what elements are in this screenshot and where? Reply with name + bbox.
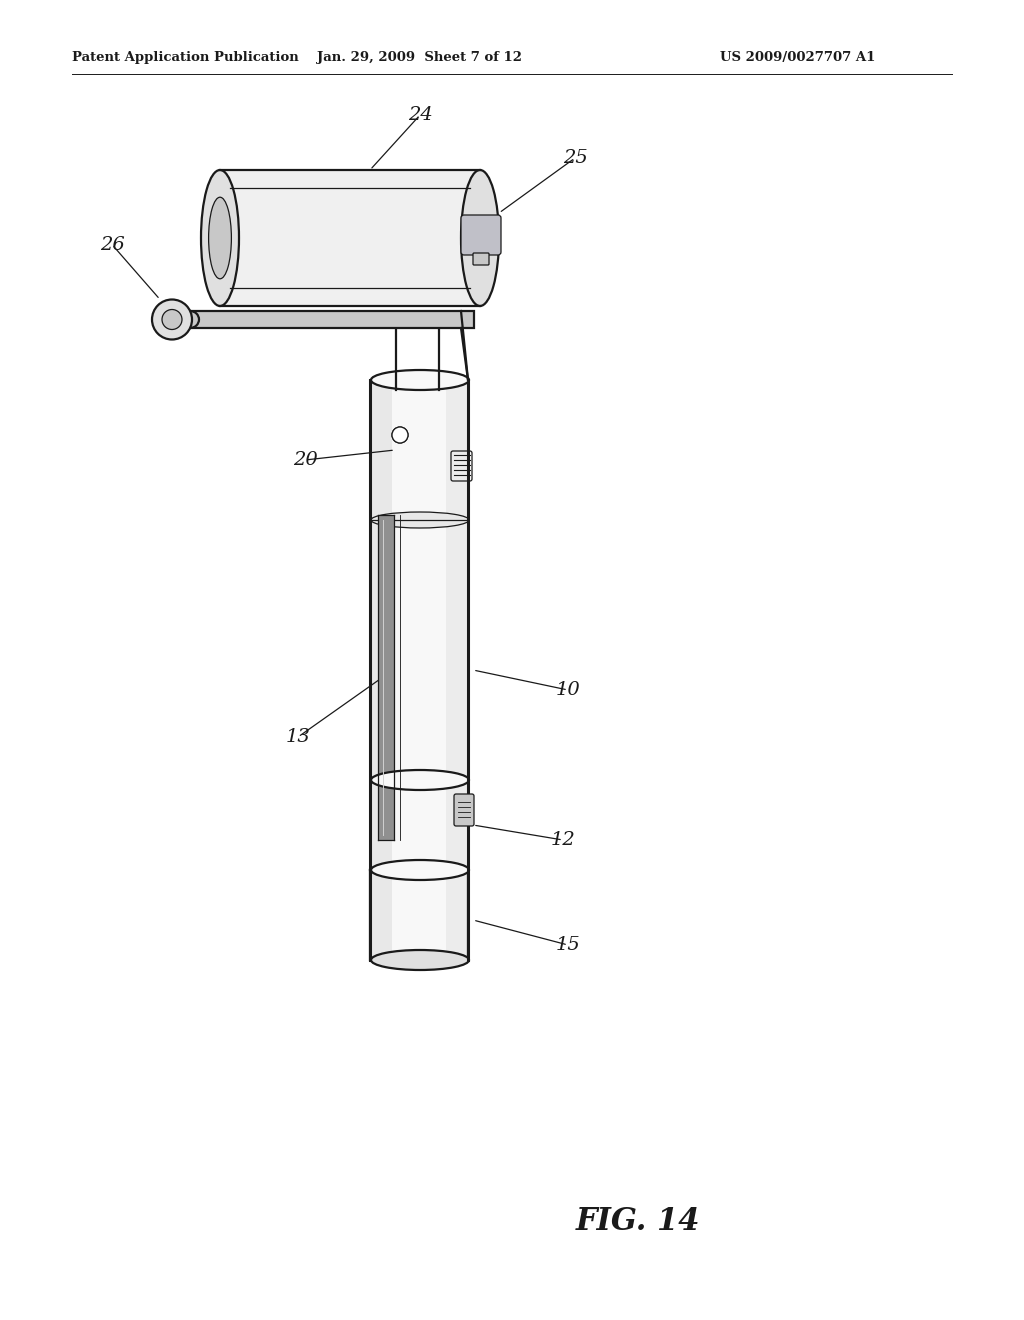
Ellipse shape — [371, 370, 469, 389]
Ellipse shape — [371, 770, 469, 789]
Text: 15: 15 — [556, 936, 581, 954]
FancyBboxPatch shape — [370, 380, 468, 960]
Circle shape — [162, 309, 182, 330]
Bar — [378, 515, 394, 840]
Ellipse shape — [371, 950, 469, 970]
Circle shape — [152, 300, 193, 339]
Ellipse shape — [371, 861, 469, 880]
Bar — [446, 380, 468, 960]
Text: 10: 10 — [556, 681, 581, 700]
Text: 24: 24 — [408, 106, 432, 124]
Ellipse shape — [371, 512, 469, 528]
FancyBboxPatch shape — [473, 253, 489, 265]
FancyBboxPatch shape — [454, 795, 474, 826]
Text: US 2009/0027707 A1: US 2009/0027707 A1 — [720, 51, 876, 65]
Bar — [190, 312, 474, 327]
Ellipse shape — [181, 312, 199, 327]
Text: 12: 12 — [551, 832, 575, 849]
Bar — [370, 380, 392, 960]
Ellipse shape — [371, 772, 469, 788]
Text: 20: 20 — [293, 451, 317, 469]
FancyBboxPatch shape — [220, 170, 480, 306]
Circle shape — [392, 426, 408, 444]
Ellipse shape — [201, 170, 239, 306]
Text: Patent Application Publication: Patent Application Publication — [72, 51, 299, 65]
FancyBboxPatch shape — [461, 215, 501, 255]
Circle shape — [392, 426, 408, 444]
Text: 13: 13 — [286, 729, 310, 746]
Text: 26: 26 — [99, 235, 124, 253]
Ellipse shape — [461, 170, 499, 306]
Text: 25: 25 — [562, 149, 588, 168]
Text: FIG. 14: FIG. 14 — [575, 1206, 700, 1238]
Text: Jan. 29, 2009  Sheet 7 of 12: Jan. 29, 2009 Sheet 7 of 12 — [317, 51, 522, 65]
Ellipse shape — [209, 197, 231, 279]
